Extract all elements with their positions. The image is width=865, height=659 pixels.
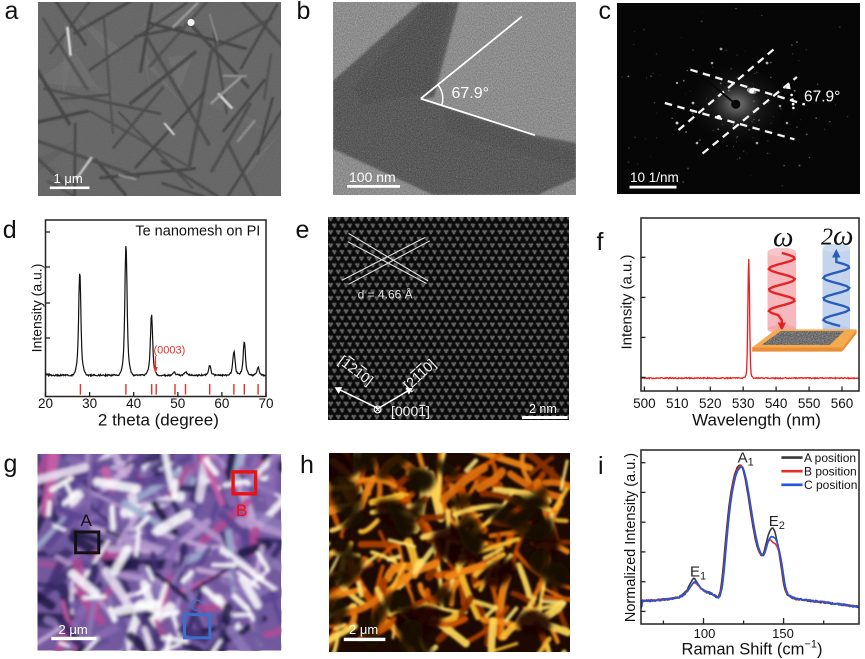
svg-text:67.9°: 67.9° [452,85,490,102]
svg-text:Intensity (a.u.): Intensity (a.u.) [29,264,45,353]
svg-text:560: 560 [831,396,854,411]
svg-text:A position: A position [804,451,856,465]
svg-text:h: h [300,451,314,479]
svg-text:2 μm: 2 μm [349,622,378,637]
svg-text:1 μm: 1 μm [54,171,83,186]
svg-text:50: 50 [170,396,185,411]
svg-text:Normalized Intensity (a.u.): Normalized Intensity (a.u.) [623,453,639,622]
svg-text:a: a [5,0,19,25]
svg-text:2 μm: 2 μm [59,622,88,637]
svg-text:20: 20 [38,396,53,411]
svg-text:520: 520 [699,396,722,411]
svg-text:C: C [190,596,202,615]
svg-text:100 nm: 100 nm [349,169,396,185]
svg-text:c: c [599,0,612,25]
svg-text:70: 70 [258,396,273,411]
svg-text:ω: ω [773,221,793,253]
svg-text:150: 150 [772,626,794,641]
svg-text:67.9°: 67.9° [804,89,840,106]
svg-text:[0001]: [0001] [391,403,430,419]
svg-text:2 nm: 2 nm [529,402,557,416]
svg-text:b: b [297,0,311,25]
svg-text:i: i [598,452,604,480]
svg-text:Intensity (a.u.): Intensity (a.u.) [619,254,636,349]
svg-text:A: A [81,511,93,530]
svg-text:(0003): (0003) [154,345,186,357]
svg-text:d = 4.66 Å: d = 4.66 Å [358,287,413,302]
svg-text:30: 30 [82,396,97,411]
svg-text:C position: C position [804,478,857,492]
svg-text:500: 500 [633,396,656,411]
svg-text:540: 540 [765,396,788,411]
svg-text:B position: B position [804,464,857,478]
svg-text:530: 530 [732,396,755,411]
svg-text:100: 100 [694,626,716,641]
svg-text:510: 510 [666,396,689,411]
svg-text:2ω: 2ω [821,220,853,252]
svg-text:40: 40 [126,396,141,411]
svg-text:550: 550 [798,396,821,411]
svg-text:g: g [4,450,18,478]
svg-text:d: d [3,216,17,244]
svg-text:Raman Shift (cm−1): Raman Shift (cm−1) [682,639,823,659]
svg-text:10 1/nm: 10 1/nm [630,170,679,185]
svg-text:e: e [296,216,310,244]
svg-text:f: f [597,228,604,256]
svg-text:Wavelength (nm): Wavelength (nm) [692,411,821,430]
svg-text:B: B [236,501,247,520]
svg-text:2 theta (degree): 2 theta (degree) [98,411,219,430]
svg-text:60: 60 [214,396,229,411]
svg-text:Te nanomesh on PI: Te nanomesh on PI [135,224,260,240]
